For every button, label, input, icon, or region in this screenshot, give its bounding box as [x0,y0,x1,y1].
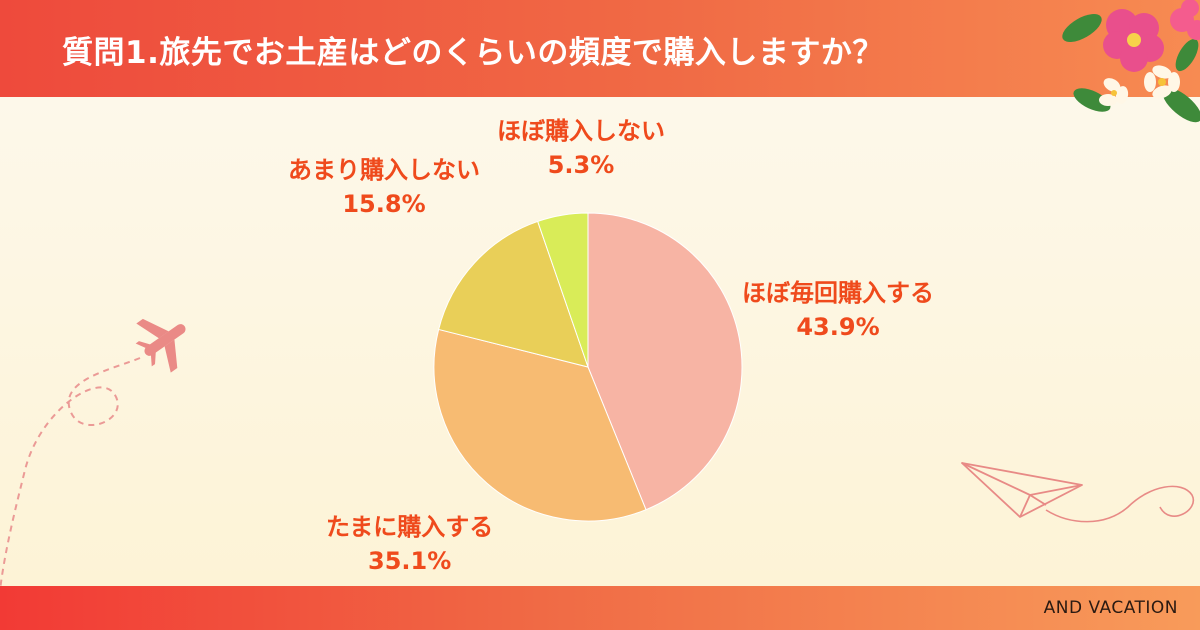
slice-name: たまに購入する [326,513,494,541]
pie-slice [433,328,647,522]
slice-name: ほぼ購入しない [497,117,665,145]
slice-value: 35.1% [368,547,452,575]
footer-bar: AND VACATION [0,586,1200,630]
page-title: 質問1.旅先でお土産はどのくらいの頻度で購入しますか？ [62,35,884,71]
slice-name: ほぼ毎回購入する [742,279,934,307]
slice-label-sometimes: たまに購入する 35.1% [326,510,493,578]
header-bar: 質問1.旅先でお土産はどのくらいの頻度で購入しますか？ [0,0,1200,97]
slice-label-rarely: あまり購入しない 15.8% [288,153,480,221]
slice-value: 43.9% [796,313,880,341]
slice-value: 15.8% [342,190,426,218]
pie-slice [438,220,589,368]
slice-label-almost-never: ほぼ購入しない 5.3% [497,114,665,182]
slice-name: あまり購入しない [288,156,480,184]
hibiscus-flower-icon [1062,0,1200,123]
brand-name: AND VACATION [1043,598,1178,618]
pie-slice [537,212,589,368]
slice-value: 5.3% [547,151,615,179]
pie-slice [587,212,743,511]
airplane-icon [0,318,186,591]
paper-plane-icon [961,462,1195,523]
slice-label-every-time: ほぼ毎回購入する 43.9% [742,276,934,344]
